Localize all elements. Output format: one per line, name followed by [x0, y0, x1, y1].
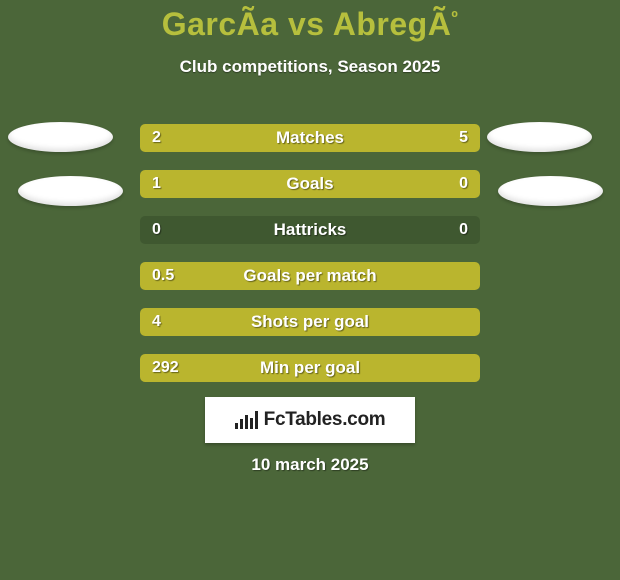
- player2-name-sup: º: [451, 7, 458, 27]
- player2-name: AbregÃ: [333, 6, 452, 42]
- stat-row: 292Min per goal: [140, 354, 480, 382]
- stat-row: 00Hattricks: [140, 216, 480, 244]
- comparison-bars: 25Matches 10Goals 00Hattricks 0.5Goals per …: [140, 124, 480, 400]
- stat-row: 4Shots per goal: [140, 308, 480, 336]
- fctables-logo: FcTables.com: [205, 397, 415, 443]
- right-badge: [487, 122, 592, 152]
- title-vs: vs: [279, 6, 333, 42]
- left-badge: [18, 176, 123, 206]
- stat-row: 10Goals: [140, 170, 480, 198]
- player1-name: GarcÃa: [162, 6, 279, 42]
- date-label: 10 march 2025: [0, 455, 620, 475]
- metric-label: Matches: [140, 124, 480, 152]
- logo-text: FcTables.com: [264, 409, 386, 431]
- comparison-infographic: GarcÃa vs AbregÃº Club competitions, Sea…: [0, 0, 620, 580]
- metric-label: Goals per match: [140, 262, 480, 290]
- page-title: GarcÃa vs AbregÃº: [0, 0, 620, 43]
- stat-row: 0.5Goals per match: [140, 262, 480, 290]
- metric-label: Min per goal: [140, 354, 480, 382]
- subtitle: Club competitions, Season 2025: [0, 57, 620, 77]
- stat-row: 25Matches: [140, 124, 480, 152]
- left-badge: [8, 122, 113, 152]
- metric-label: Shots per goal: [140, 308, 480, 336]
- logo-bars-icon: [235, 411, 258, 429]
- right-badge: [498, 176, 603, 206]
- metric-label: Goals: [140, 170, 480, 198]
- metric-label: Hattricks: [140, 216, 480, 244]
